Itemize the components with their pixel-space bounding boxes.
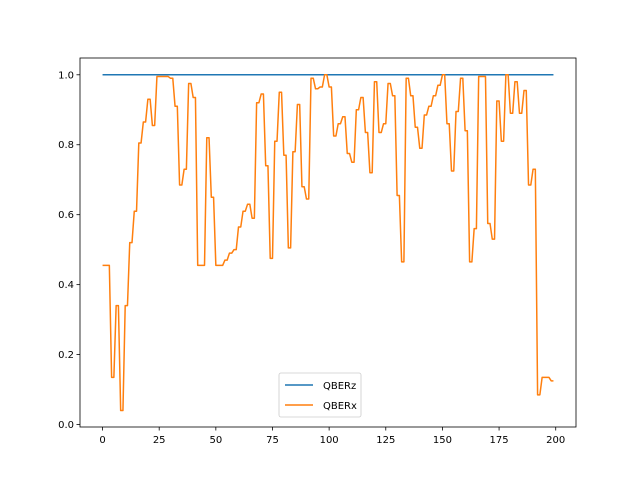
x-tick-label: 125 <box>376 435 395 446</box>
legend-label-qberz: QBERz <box>323 381 356 392</box>
x-tick-label: 175 <box>490 435 509 446</box>
x-tick-label: 100 <box>320 435 339 446</box>
y-tick-label: 1.0 <box>58 70 74 81</box>
y-tick-label: 0.6 <box>58 210 74 221</box>
x-tick-label: 50 <box>209 435 222 446</box>
x-tick-label: 0 <box>99 435 105 446</box>
x-axis: 0 25 50 75 100 125 150 175 200 <box>99 427 565 446</box>
y-axis: 0.0 0.2 0.4 0.6 0.8 1.0 <box>58 70 80 431</box>
y-tick-label: 0.2 <box>58 350 74 361</box>
y-tick-label: 0.4 <box>58 280 74 291</box>
series-line-qberx <box>102 74 554 412</box>
x-tick-label: 75 <box>266 435 279 446</box>
y-tick-label: 0.0 <box>58 420 74 431</box>
series-layer <box>102 74 554 412</box>
x-tick-label: 150 <box>433 435 452 446</box>
legend-label-qberx: QBERx <box>323 401 357 412</box>
y-tick-label: 0.8 <box>58 140 74 151</box>
x-tick-label: 25 <box>153 435 166 446</box>
x-tick-label: 200 <box>546 435 565 446</box>
legend: QBERz QBERx <box>278 372 362 418</box>
legend-box <box>278 372 362 418</box>
axes-frame <box>79 57 577 428</box>
